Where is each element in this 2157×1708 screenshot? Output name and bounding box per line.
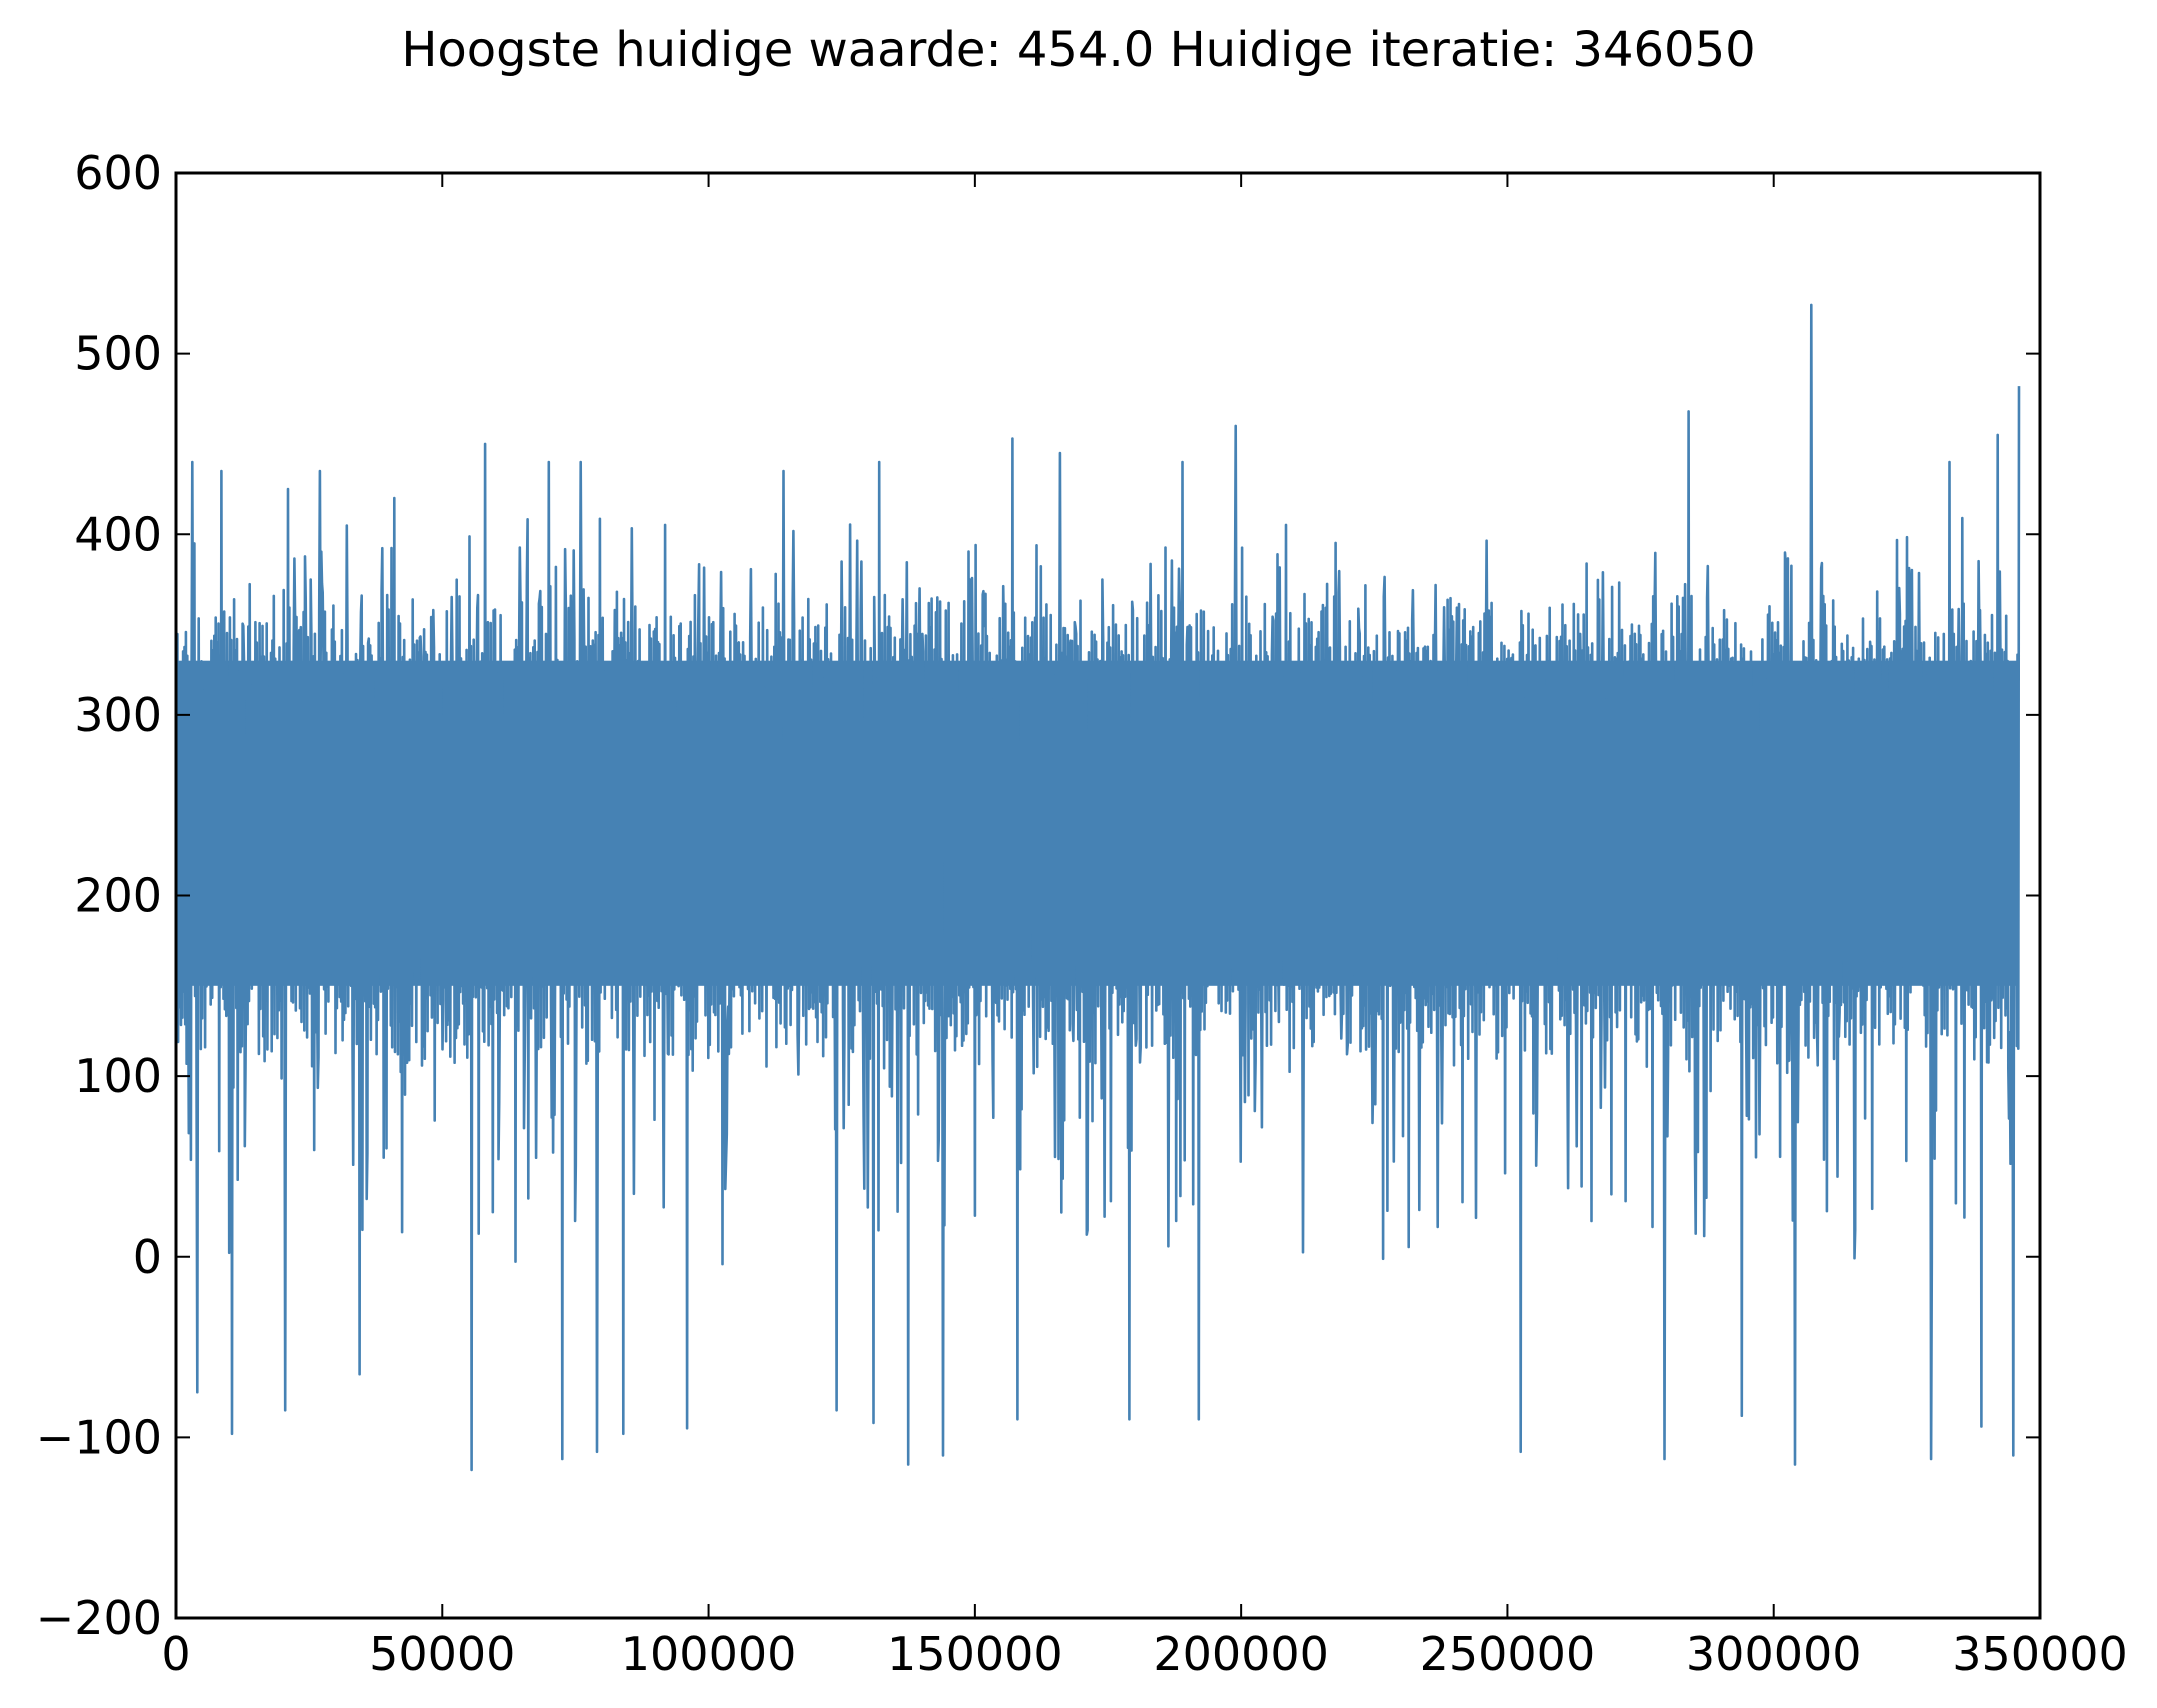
x-tick-label: 100000 [621, 1627, 797, 1681]
chart-title: Hoogste huidige waarde: 454.0 Huidige it… [401, 22, 1756, 78]
x-axis-tick-labels: 0 50000 100000 150000 200000 250000 300000 3500… [161, 1627, 2127, 1681]
x-tick-label: 300000 [1686, 1627, 1862, 1681]
x-tick-label: 350000 [1952, 1627, 2128, 1681]
y-axis-tick-labels: −200 −100 0 100 200 300 400 500 600 [36, 146, 162, 1645]
series-path [174, 303, 2021, 1472]
y-tick-label: 200 [74, 869, 162, 923]
x-tick-label: 150000 [887, 1627, 1063, 1681]
y-tick-label: 0 [133, 1230, 162, 1284]
x-tick-label: 50000 [369, 1627, 515, 1681]
x-tick-label: 250000 [1420, 1627, 1596, 1681]
y-tick-label: 500 [74, 327, 162, 381]
y-tick-label: −200 [36, 1591, 162, 1645]
x-tick-label: 0 [161, 1627, 190, 1681]
axis-ticks [175, 172, 2041, 1619]
x-tick-label: 200000 [1153, 1627, 1329, 1681]
y-tick-label: 400 [74, 507, 162, 561]
y-tick-label: −100 [36, 1410, 162, 1464]
series-line [174, 303, 2021, 1472]
y-tick-label: 100 [74, 1049, 162, 1103]
y-tick-label: 600 [74, 146, 162, 200]
y-tick-label: 300 [74, 688, 162, 742]
